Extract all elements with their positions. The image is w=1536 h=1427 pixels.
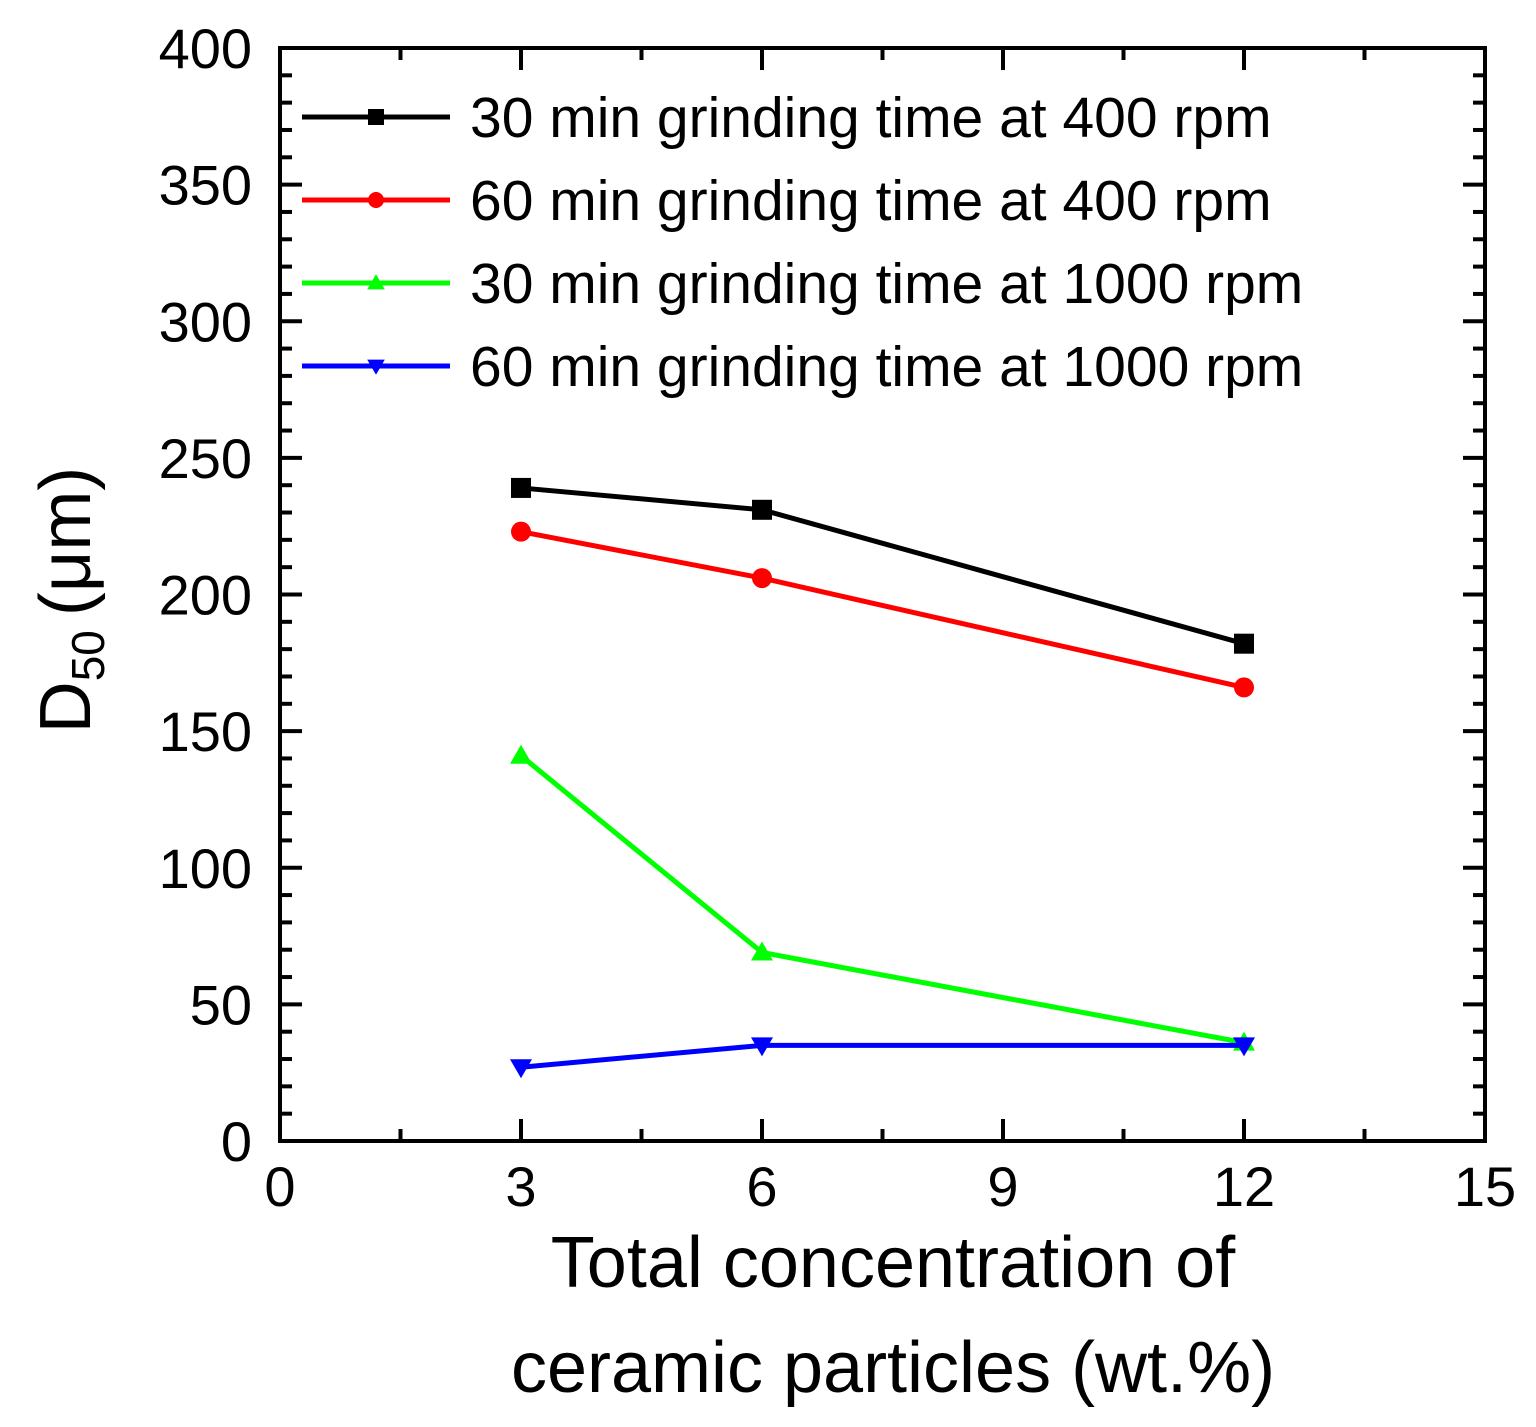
y-axis-title-subscript: 50: [62, 630, 114, 681]
data-point-marker: [1233, 1037, 1255, 1057]
data-point-marker: [510, 744, 532, 764]
series-line: [520, 529, 1245, 690]
x-tick-label: 0: [264, 1155, 295, 1218]
legend-marker: [368, 109, 384, 125]
y-tick-label: 200: [159, 564, 252, 627]
data-point-marker: [1234, 633, 1254, 654]
data-point-marker: [511, 521, 531, 542]
series-line: [520, 1042, 1244, 1070]
legend-entry: 30 min grinding time at 1000 rpm: [302, 252, 1303, 316]
series-line: [519, 753, 1245, 1046]
legend-entry: 60 min grinding time at 1000 rpm: [302, 335, 1303, 399]
data-point-marker: [752, 568, 772, 589]
series-3: [510, 744, 1255, 1051]
y-tick-label: 0: [221, 1110, 252, 1173]
series-layer: [510, 477, 1255, 1079]
legend-label: 30 min grinding time at 1000 rpm: [470, 252, 1303, 316]
data-point-marker: [752, 499, 772, 520]
series-1: [511, 477, 1254, 654]
legend-label: 60 min grinding time at 1000 rpm: [470, 335, 1303, 399]
series-2: [511, 521, 1254, 698]
legend-entry: 60 min grinding time at 400 rpm: [302, 169, 1272, 233]
data-point-marker: [751, 941, 773, 961]
y-tick-label: 400: [159, 17, 252, 80]
legend-marker: [367, 274, 385, 290]
y-axis-title-main: D: [26, 681, 106, 733]
data-point-marker: [510, 1059, 532, 1079]
y-tick-label: 250: [159, 427, 252, 490]
y-tick-label: 50: [190, 973, 252, 1036]
x-axis-title-line2: ceramic particles (wt.%): [511, 1328, 1275, 1408]
y-tick-label: 300: [159, 290, 252, 353]
legend-label: 30 min grinding time at 400 rpm: [470, 86, 1272, 150]
series-4: [510, 1037, 1255, 1079]
legend-entry: 30 min grinding time at 400 rpm: [302, 86, 1272, 150]
y-tick-label: 350: [159, 154, 252, 217]
y-tick-label: 100: [159, 837, 252, 900]
data-point-marker: [1234, 677, 1254, 698]
legend-marker: [367, 359, 385, 375]
legend-label: 60 min grinding time at 400 rpm: [470, 169, 1272, 233]
x-tick-label: 9: [987, 1155, 1018, 1218]
y-axis-title: D50 (μm): [26, 467, 114, 734]
x-axis-title-line1: Total concentration of: [551, 1223, 1236, 1303]
y-tick-label: 150: [159, 700, 252, 763]
data-point-marker: [511, 477, 531, 498]
axis-ticks: [278, 46, 1487, 1143]
data-point-marker: [751, 1037, 773, 1057]
legend: 30 min grinding time at 400 rpm 60 min gr…: [302, 86, 1303, 399]
legend-marker: [368, 192, 384, 208]
x-tick-label: 6: [746, 1155, 777, 1218]
series-line: [520, 485, 1245, 647]
x-tick-label: 3: [505, 1155, 536, 1218]
x-tick-label: 15: [1454, 1155, 1516, 1218]
y-axis-title-unit: (μm): [26, 467, 106, 616]
x-tick-label: 12: [1213, 1155, 1275, 1218]
